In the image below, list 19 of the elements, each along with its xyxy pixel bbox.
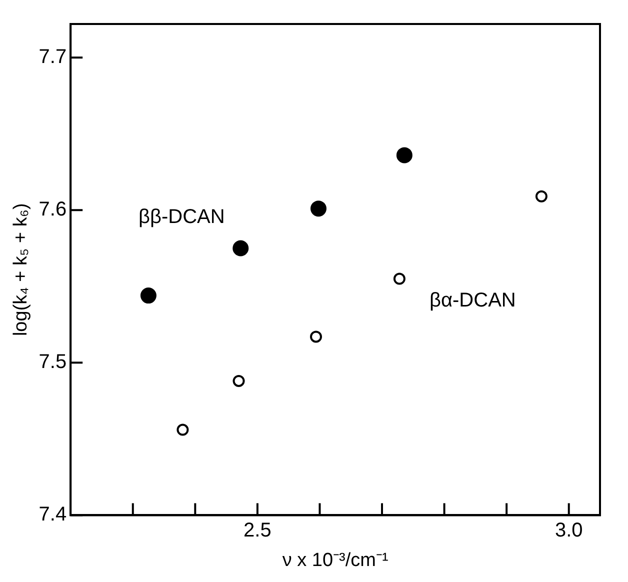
x-tick-label: 3.0	[554, 520, 583, 542]
point	[396, 147, 412, 164]
y-tick-label: 7.7	[38, 46, 67, 68]
point	[140, 288, 156, 304]
point	[310, 200, 326, 217]
x-axis-title: ν x 10⁻³/cm⁻¹	[282, 550, 388, 571]
point	[176, 424, 189, 436]
point	[535, 190, 548, 202]
y-axis-title: log(k₄ + k₅ + k₆)	[10, 203, 32, 336]
point	[393, 272, 406, 285]
y-tick-label: 7.6	[38, 198, 67, 221]
point	[310, 330, 322, 343]
x-tick-label: 2.5	[244, 520, 272, 542]
point	[232, 374, 245, 387]
point	[232, 240, 249, 256]
y-tick-label: 7.4	[38, 504, 67, 526]
series-label: βα-DCAN	[429, 289, 516, 312]
y-tick-label: 7.5	[38, 351, 67, 374]
series-label: ββ-DCAN	[138, 206, 225, 228]
